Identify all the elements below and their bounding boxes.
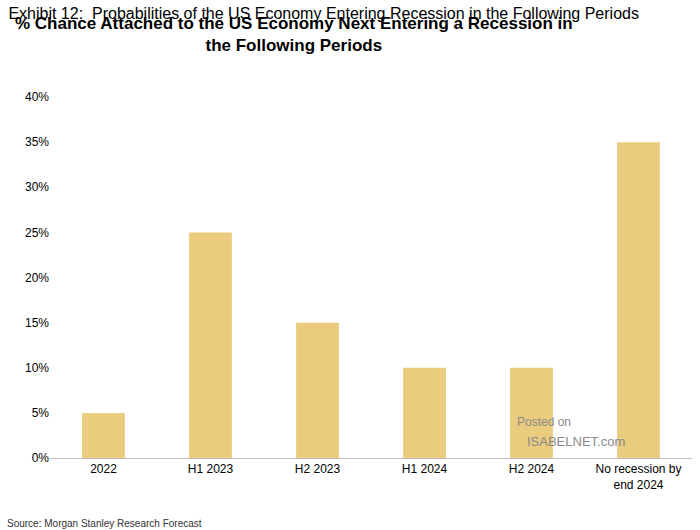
svg-text:Source: Morgan Stanley Researc: Source: Morgan Stanley Research Forecast bbox=[7, 518, 202, 529]
svg-text:15%: 15% bbox=[25, 316, 49, 330]
svg-text:40%: 40% bbox=[25, 90, 49, 104]
svg-text:35%: 35% bbox=[25, 135, 49, 149]
svg-text:20%: 20% bbox=[25, 271, 49, 285]
svg-text:2022: 2022 bbox=[90, 462, 117, 476]
svg-text:% Chance Attached to the US Ec: % Chance Attached to the US Economy Next… bbox=[15, 14, 573, 55]
svg-text:0%: 0% bbox=[32, 451, 50, 465]
svg-text:No recession byend 2024: No recession byend 2024 bbox=[595, 462, 681, 492]
svg-text:5%: 5% bbox=[32, 406, 50, 420]
svg-text:H2 2023: H2 2023 bbox=[295, 462, 341, 476]
svg-text:ISABELNET.com: ISABELNET.com bbox=[527, 434, 625, 449]
svg-text:Exhibit 12: Probabilities of: Exhibit 12: Probabilities of the US Econ… bbox=[8, 5, 639, 22]
svg-text:H1 2024: H1 2024 bbox=[402, 462, 448, 476]
svg-text:Posted on: Posted on bbox=[517, 415, 571, 429]
svg-text:H1 2023: H1 2023 bbox=[188, 462, 234, 476]
svg-text:10%: 10% bbox=[25, 361, 49, 375]
svg-text:H2 2024: H2 2024 bbox=[509, 462, 555, 476]
svg-text:30%: 30% bbox=[25, 180, 49, 194]
svg-text:25%: 25% bbox=[25, 226, 49, 240]
